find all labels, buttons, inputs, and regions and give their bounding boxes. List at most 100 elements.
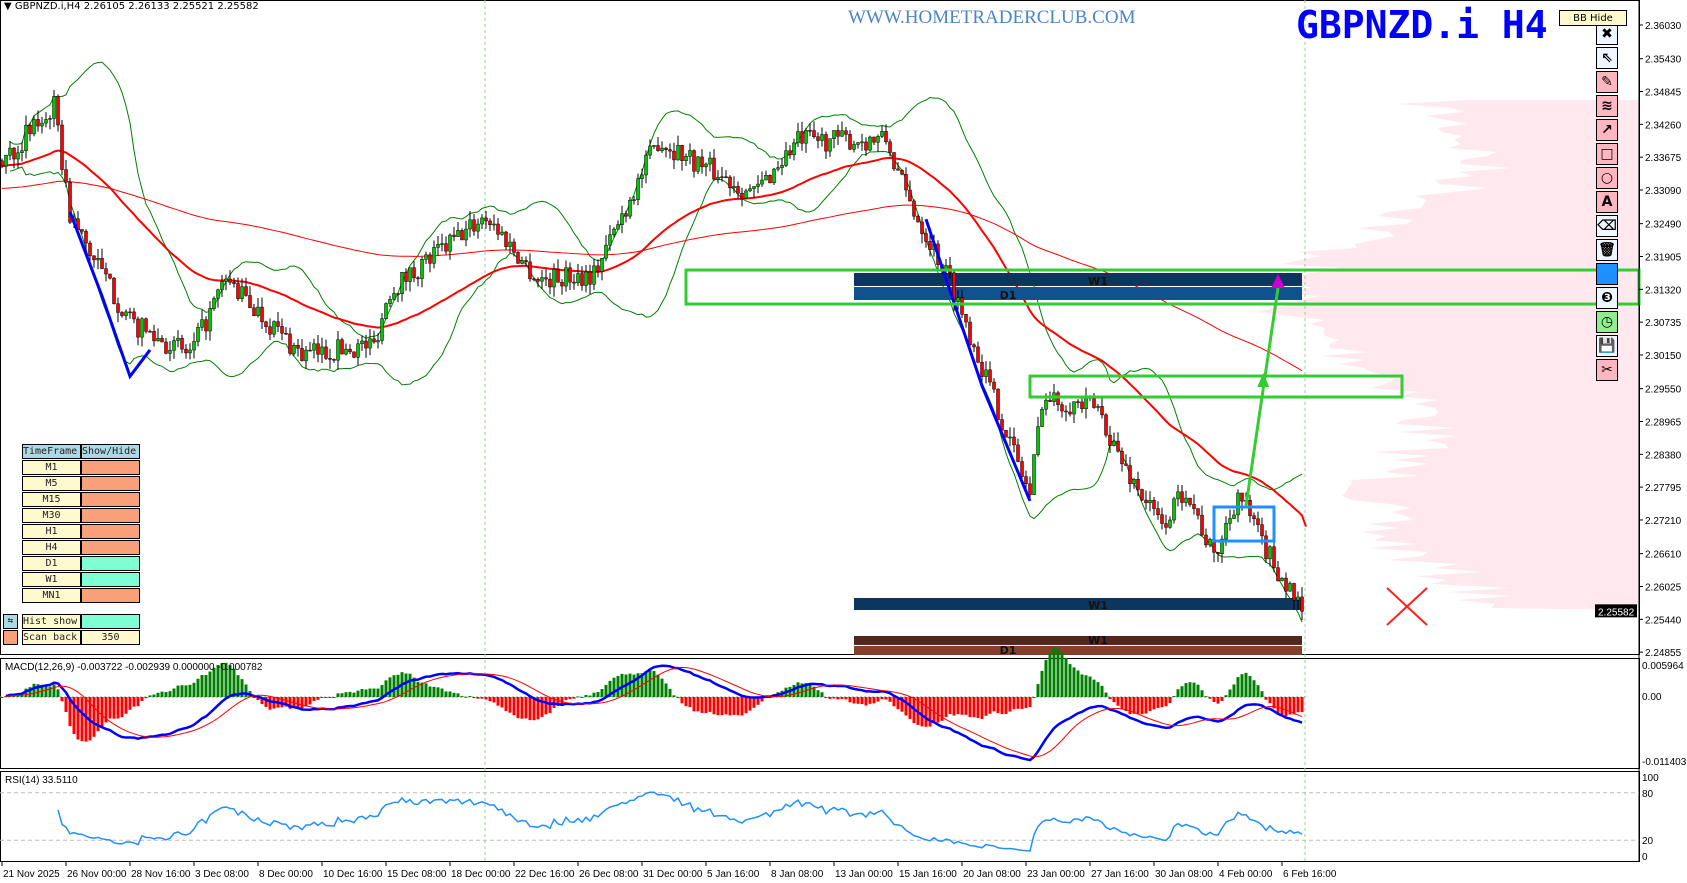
- timeframe-m5-toggle[interactable]: [81, 476, 140, 491]
- candle: [332, 358, 336, 363]
- arrow-icon[interactable]: ↗: [1596, 119, 1618, 141]
- volume-profile: [1252, 100, 1639, 610]
- candle: [836, 124, 840, 145]
- timeframe-w1-toggle[interactable]: [81, 572, 140, 587]
- macd-histogram-bar: [1220, 697, 1224, 701]
- bull-candle-body: [476, 223, 480, 232]
- projection-arrow-midhead: [1257, 373, 1270, 388]
- candle: [1284, 572, 1288, 599]
- candle: [640, 168, 644, 188]
- macd-histogram-bar: [240, 679, 244, 697]
- zone-box[interactable]: [1028, 374, 1404, 399]
- circle-icon[interactable]: ○: [1596, 167, 1618, 189]
- macd-histogram-bar: [376, 688, 380, 697]
- waves-icon[interactable]: ≋: [1596, 95, 1618, 117]
- macd-histogram-bar: [664, 683, 668, 697]
- bear-candle-body: [1200, 514, 1204, 536]
- macd-histogram-bar: [612, 677, 616, 697]
- eraser-icon[interactable]: ⌫: [1596, 215, 1618, 237]
- bull-candle-body: [564, 267, 568, 287]
- timeframe-h4-toggle[interactable]: [81, 540, 140, 555]
- macd-histogram-bar: [940, 697, 944, 721]
- timeframe-m1-toggle[interactable]: [81, 460, 140, 475]
- number-three-icon[interactable]: ❸: [1596, 287, 1618, 309]
- timeframe-m30-toggle[interactable]: [81, 508, 140, 523]
- candle: [980, 354, 984, 383]
- macd-histogram-bar: [600, 689, 604, 697]
- cursor-icon[interactable]: ⇖: [1596, 47, 1618, 69]
- bear-candle-body: [1092, 398, 1096, 408]
- macd-histogram-bar: [964, 697, 968, 715]
- candle: [436, 236, 440, 256]
- macd-histogram-bar: [740, 697, 744, 716]
- bull-candle-body: [592, 265, 596, 285]
- color-icon[interactable]: [1596, 263, 1618, 285]
- macd-histogram-bar: [592, 692, 596, 697]
- candle: [1200, 505, 1204, 537]
- candle: [476, 218, 480, 239]
- candle: [764, 170, 768, 181]
- candle: [244, 277, 248, 297]
- timeframe-mn1-toggle[interactable]: [81, 588, 140, 603]
- bull-candle-body: [20, 150, 24, 153]
- save-icon[interactable]: 💾: [1596, 335, 1618, 357]
- bull-candle-body: [880, 131, 884, 137]
- zone-box[interactable]: [1212, 505, 1276, 543]
- macd-histogram-bar: [1148, 697, 1152, 712]
- bear-candle-body: [1160, 514, 1164, 524]
- macd-histogram-bar: [160, 691, 164, 697]
- bear-candle-body: [404, 272, 408, 282]
- bear-candle-body: [1188, 497, 1192, 505]
- color-swatch-icon[interactable]: [3, 630, 18, 645]
- hist-show-toggle[interactable]: [81, 614, 140, 629]
- bear-candle-body: [864, 141, 868, 151]
- bear-candle-body: [524, 260, 528, 263]
- candle: [284, 327, 288, 335]
- dropdown-triangle-icon[interactable]: ▼: [4, 1, 15, 12]
- trash-icon[interactable]: 🗑: [1596, 239, 1618, 261]
- timeframe-d1-toggle[interactable]: [81, 556, 140, 571]
- candle: [660, 141, 664, 153]
- bear-candle-body: [560, 282, 564, 287]
- pencil-icon[interactable]: ✎: [1596, 71, 1618, 93]
- candle: [328, 348, 332, 369]
- candle: [500, 226, 504, 236]
- candle: [892, 152, 896, 172]
- timeframe-m15-toggle[interactable]: [81, 492, 140, 507]
- candle: [128, 307, 132, 319]
- bear-candle-body: [976, 346, 980, 363]
- macd-histogram-bar: [508, 697, 512, 713]
- timeframe-h1-toggle[interactable]: [81, 524, 140, 539]
- swap-icon[interactable]: ⇆: [3, 614, 18, 629]
- candle: [516, 250, 520, 264]
- close-icon[interactable]: ✖: [1596, 23, 1618, 45]
- candle: [828, 138, 832, 157]
- bb-hide-button[interactable]: BB Hide: [1559, 10, 1627, 26]
- bear-candle-body: [428, 254, 432, 264]
- bear-candle-body: [580, 273, 584, 286]
- macd-histogram-bar: [100, 697, 104, 727]
- scan-back-input[interactable]: 350: [81, 630, 140, 645]
- timeframe-m30-label: M30: [22, 508, 81, 523]
- bull-candle-body: [756, 183, 760, 187]
- bull-candle-body: [240, 286, 244, 299]
- candle: [548, 272, 552, 295]
- candle: [876, 134, 880, 152]
- macd-histogram-bar: [748, 697, 752, 711]
- macd-histogram-bar: [1072, 667, 1076, 697]
- clock-icon[interactable]: ◷: [1596, 311, 1618, 333]
- bear-candle-body: [148, 331, 152, 333]
- bull-candle-body: [1132, 479, 1136, 485]
- bull-candle-body: [820, 134, 824, 141]
- price-tick-label: 2.32490: [1645, 220, 1682, 231]
- bull-candle-body: [604, 244, 608, 259]
- scissors-icon[interactable]: ✂: [1596, 359, 1618, 381]
- projection-arrow-line[interactable]: [1244, 287, 1280, 507]
- candle: [348, 344, 352, 355]
- macd-histogram-bar: [1000, 697, 1004, 715]
- bear-candle-body: [692, 150, 696, 172]
- candle: [840, 121, 844, 137]
- text-icon[interactable]: A: [1596, 191, 1618, 213]
- rectangle-icon[interactable]: □: [1596, 143, 1618, 165]
